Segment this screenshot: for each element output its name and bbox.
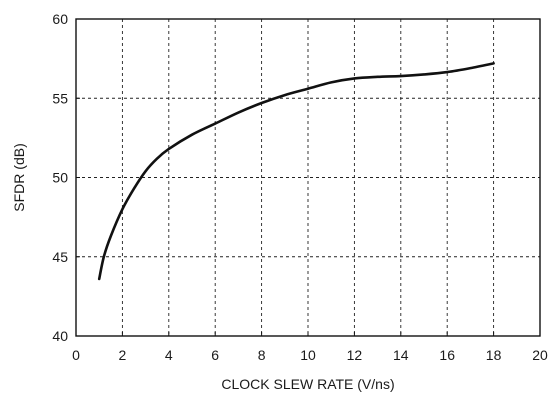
x-tick-labels: 0 2 4 6 8 10 12 14 16 18 20 [72, 347, 548, 363]
x-tick-label: 20 [532, 347, 548, 363]
y-tick-label: 40 [52, 328, 68, 344]
y-tick-label: 55 [52, 90, 68, 106]
x-axis-title: CLOCK SLEW RATE (V/ns) [221, 376, 394, 392]
x-tick-label: 4 [165, 347, 173, 363]
grid-lines [76, 19, 540, 336]
series-group [97, 62, 495, 281]
x-tick-label: 16 [439, 347, 455, 363]
x-tick-label: 6 [211, 347, 219, 363]
y-tick-label: 45 [52, 249, 68, 265]
y-axis-title: SFDR (dB) [11, 143, 27, 211]
tick-marks [75, 18, 541, 337]
y-tick-label: 60 [52, 11, 68, 27]
x-tick-label: 2 [119, 347, 127, 363]
y-tick-labels: 40 45 50 55 60 [52, 11, 68, 344]
x-tick-label: 18 [486, 347, 502, 363]
x-tick-label: 12 [347, 347, 363, 363]
x-tick-label: 0 [72, 347, 80, 363]
sfdr-curve [97, 62, 495, 281]
y-tick-label: 50 [52, 170, 68, 186]
x-tick-label: 14 [393, 347, 409, 363]
x-tick-label: 10 [300, 347, 316, 363]
x-tick-label: 8 [258, 347, 266, 363]
